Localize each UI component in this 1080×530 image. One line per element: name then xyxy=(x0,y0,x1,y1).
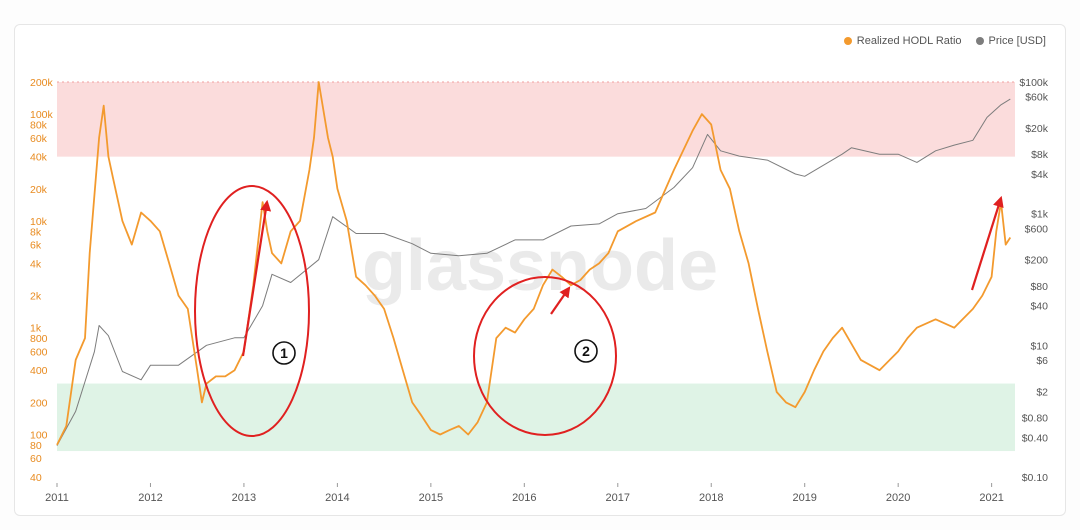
x-tick-label: 2021 xyxy=(979,492,1003,504)
bands-layer xyxy=(57,81,1015,452)
right-tick-label: $6 xyxy=(1036,355,1048,367)
right-tick-label: $600 xyxy=(1025,223,1049,235)
legend-item-hodl[interactable]: Realized HODL Ratio xyxy=(843,35,962,47)
right-tick-label: $0.80 xyxy=(1022,413,1048,425)
left-tick-label: 200 xyxy=(30,397,48,409)
legend-hodl-label: Realized HODL Ratio xyxy=(856,35,962,47)
x-tick-label: 2018 xyxy=(699,492,723,504)
right-tick-label: $8k xyxy=(1031,149,1049,161)
annotation-badge-2-circle xyxy=(574,339,598,363)
x-tick-label: 2012 xyxy=(138,492,162,504)
left-tick-label: 8k xyxy=(30,226,42,238)
price-dot-icon xyxy=(975,37,984,45)
left-tick-label: 60k xyxy=(30,133,48,145)
left-tick-label: 6k xyxy=(30,240,42,252)
annotation-arrow-2 xyxy=(550,286,571,315)
left-tick-label: 40k xyxy=(30,152,48,164)
left-tick-label: 200k xyxy=(30,77,54,89)
annotation-badge-1-label: 1 xyxy=(280,345,288,361)
right-tick-label: $200 xyxy=(1025,255,1049,267)
left-tick-label: 100 xyxy=(30,430,48,442)
legend-item-price[interactable]: Price [USD] xyxy=(975,35,1046,47)
right-tick-label: $20k xyxy=(1025,123,1049,135)
annotation-badge-1-circle xyxy=(272,341,296,365)
right-tick-label: $100k xyxy=(1019,77,1048,89)
x-tick-label: 2014 xyxy=(325,492,349,504)
axes-layer: 2011 2012 2013 2014 2015 2016 2017 2018 2019 2020… xyxy=(30,77,1049,504)
left-tick-label: 2k xyxy=(30,291,42,303)
x-tick-label: 2017 xyxy=(606,492,630,504)
left-tick-label: 80k xyxy=(30,119,48,131)
x-tick-label: 2020 xyxy=(886,492,910,504)
left-tick-label: 80 xyxy=(30,440,42,452)
left-tick-label: 20k xyxy=(30,184,48,196)
right-tick-label: $4k xyxy=(1031,169,1049,181)
right-tick-label: $0.40 xyxy=(1022,432,1048,444)
left-tick-label: 600 xyxy=(30,346,48,358)
left-tick-label: 100k xyxy=(30,109,54,121)
left-tick-label: 10k xyxy=(30,216,48,228)
left-tick-label: 800 xyxy=(30,333,48,345)
annotation-ellipse-1 xyxy=(194,185,310,437)
annotation-ellipse-2 xyxy=(473,276,617,436)
left-tick-label: 60 xyxy=(30,453,42,465)
legend-price-label: Price [USD] xyxy=(988,35,1046,47)
right-tick-label: $0.10 xyxy=(1022,472,1048,484)
left-tick-label: 1k xyxy=(30,323,42,335)
band-upper xyxy=(57,82,1015,157)
annotation-arrow-1 xyxy=(241,199,272,357)
right-tick-label: $40 xyxy=(1030,301,1048,313)
x-tick-label: 2011 xyxy=(45,492,69,504)
x-tick-label: 2019 xyxy=(792,492,816,504)
right-tick-label: $80 xyxy=(1030,281,1048,293)
left-tick-label: 40 xyxy=(30,472,42,484)
x-tick-label: 2013 xyxy=(232,492,256,504)
series-line-price xyxy=(56,98,1011,446)
series-line-hodl xyxy=(56,81,1012,446)
chart-legend: Realized HODL Ratio Price [USD] xyxy=(843,35,1046,47)
annotation-arrow-3 xyxy=(970,195,1004,291)
x-tick-label: 2016 xyxy=(512,492,536,504)
right-tick-label: $2 xyxy=(1036,386,1048,398)
right-tick-label: $10 xyxy=(1030,340,1048,352)
hodl-dot-icon xyxy=(843,37,852,45)
left-tick-label: 4k xyxy=(30,258,42,270)
left-tick-label: 400 xyxy=(30,365,48,377)
price-series xyxy=(56,98,1011,446)
band-lower xyxy=(57,383,1015,452)
annotation-badge-2-label: 2 xyxy=(582,343,590,359)
x-tick-label: 2015 xyxy=(419,492,443,504)
hodl-series xyxy=(56,81,1012,446)
right-tick-label: $60k xyxy=(1025,92,1049,104)
right-tick-label: $1k xyxy=(1031,209,1049,221)
